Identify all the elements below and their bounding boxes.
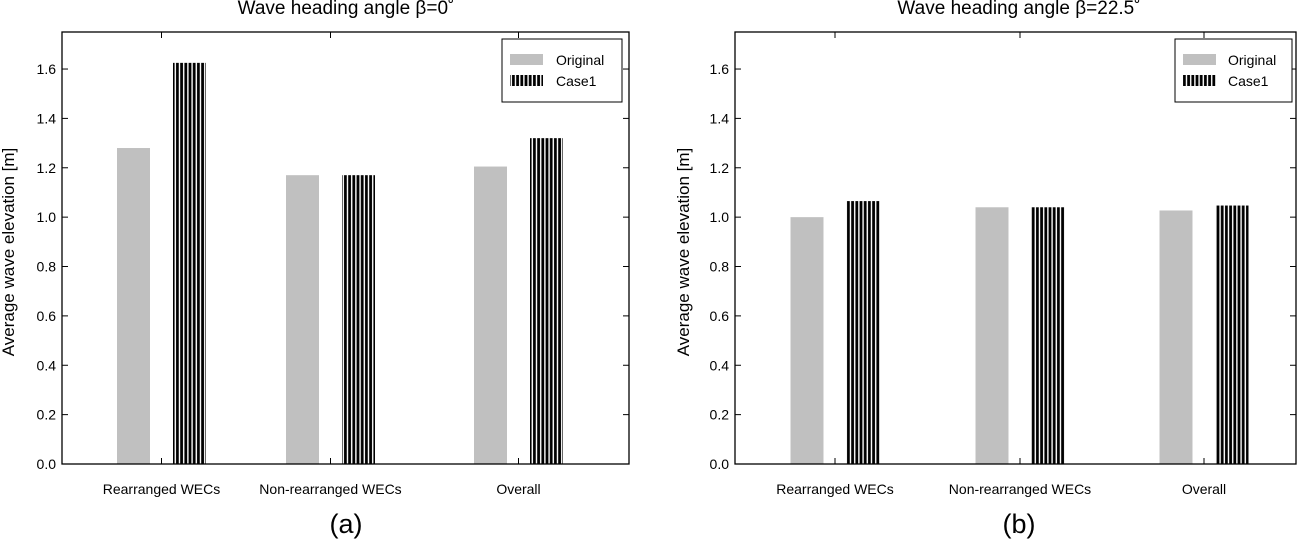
- y-tick-label: 0.0: [37, 456, 57, 472]
- y-tick-label: 0.8: [710, 259, 730, 275]
- y-tick-label: 0.2: [37, 407, 57, 423]
- chart-title: Wave heading angle β=22.5˚: [897, 0, 1140, 19]
- legend-label-original: Original: [556, 52, 604, 68]
- bar-original-3: [474, 166, 507, 464]
- bars-group: [117, 62, 563, 465]
- legend-swatch-case1: [510, 75, 543, 86]
- legend-swatch-original: [510, 54, 543, 65]
- legend: Original Case1: [1174, 38, 1293, 103]
- legend-swatch-original: [1183, 54, 1216, 65]
- panel-label: (a): [330, 509, 363, 539]
- legend: Original Case1: [501, 38, 623, 103]
- y-tick-label: 1.2: [710, 160, 730, 176]
- y-tick-label: 0.4: [37, 357, 57, 373]
- x-category-label: Rearranged WECs: [776, 481, 894, 497]
- legend-label-case1: Case1: [1228, 73, 1269, 89]
- legend-swatch-case1: [1183, 75, 1216, 86]
- x-category-label: Non-rearranged WECs: [259, 481, 401, 497]
- chart-b-svg: Wave heading angle β=22.5˚ Average wave …: [674, 0, 1297, 539]
- y-tick-label: 1.2: [37, 160, 57, 176]
- y-tick-label: 0.4: [710, 357, 730, 373]
- x-categories-group: Rearranged WECs Non-rearranged WECs Overal…: [103, 32, 541, 497]
- panel-label: (b): [1003, 509, 1036, 539]
- bar-case1-2: [1031, 207, 1065, 465]
- y-axis-label: Average wave elevation [m]: [0, 148, 18, 357]
- legend-box: [501, 38, 623, 103]
- x-category-label: Overall: [1182, 481, 1226, 497]
- chart-a-svg: Wave heading angle β=0˚ Average wave ele…: [0, 0, 630, 539]
- bar-original-1: [117, 148, 150, 464]
- y-tick-label: 1.6: [710, 61, 730, 77]
- y-ticks-group: 0.0 0.2 0.4 0.6 0.8 1.0 1.2 1.4 1.6: [37, 61, 629, 472]
- x-category-label: Non-rearranged WECs: [949, 481, 1091, 497]
- chart-panel-a: Wave heading angle β=0˚ Average wave ele…: [0, 0, 630, 539]
- y-tick-label: 0.2: [710, 407, 730, 423]
- x-category-label: Rearranged WECs: [103, 481, 221, 497]
- legend-box: [1174, 38, 1293, 103]
- y-tick-label: 0.8: [37, 259, 57, 275]
- bar-case1-3: [1215, 205, 1249, 464]
- plot-frame: [61, 31, 630, 465]
- y-tick-label: 0.0: [710, 456, 730, 472]
- bar-original-2: [975, 207, 1009, 465]
- y-tick-label: 1.0: [710, 209, 730, 225]
- bar-original-1: [790, 217, 824, 464]
- y-tick-label: 1.4: [37, 110, 57, 126]
- legend-label-original: Original: [1228, 52, 1276, 68]
- bar-case1-1: [173, 62, 206, 464]
- x-category-label: Overall: [496, 481, 540, 497]
- y-tick-label: 1.6: [37, 61, 57, 77]
- bar-case1-2: [342, 175, 375, 465]
- bar-original-3: [1159, 210, 1193, 464]
- chart-title: Wave heading angle β=0˚: [238, 0, 455, 19]
- legend-label-case1: Case1: [556, 73, 597, 89]
- y-tick-label: 1.4: [710, 110, 730, 126]
- bar-case1-1: [846, 201, 880, 464]
- x-categories-group: Rearranged WECs Non-rearranged WECs Overal…: [776, 32, 1226, 497]
- y-tick-label: 0.6: [710, 308, 730, 324]
- plot-frame: [734, 31, 1297, 465]
- y-tick-label: 0.6: [37, 308, 57, 324]
- y-tick-label: 1.0: [37, 209, 57, 225]
- y-axis-label: Average wave elevation [m]: [674, 148, 693, 357]
- y-ticks-group: 0.0 0.2 0.4 0.6 0.8 1.0 1.2 1.4 1.6: [710, 61, 1296, 472]
- bars-group: [790, 201, 1249, 465]
- bar-case1-3: [530, 138, 563, 465]
- bar-original-2: [286, 175, 319, 465]
- chart-panel-b: Wave heading angle β=22.5˚ Average wave …: [650, 0, 1299, 540]
